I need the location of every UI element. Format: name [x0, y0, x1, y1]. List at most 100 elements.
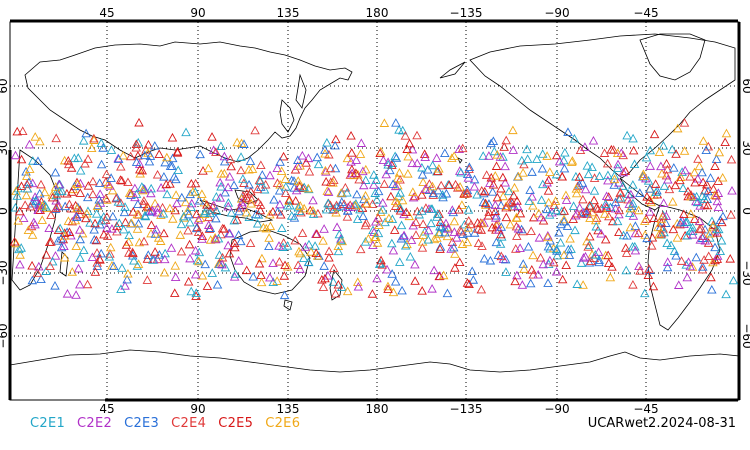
occultation-marker — [32, 268, 43, 277]
occultation-marker — [208, 145, 219, 154]
occultation-marker — [387, 214, 398, 224]
occultation-marker — [512, 270, 522, 280]
occultation-marker — [571, 188, 582, 198]
occultation-marker — [47, 256, 58, 266]
occultation-marker — [614, 194, 624, 203]
occultation-marker — [405, 251, 416, 261]
occultation-marker — [30, 192, 40, 201]
occultation-marker — [510, 276, 520, 286]
occultation-marker — [303, 153, 314, 163]
occultation-marker — [498, 191, 508, 201]
occultation-marker — [455, 182, 465, 191]
occultation-marker — [625, 222, 636, 232]
occultation-marker — [268, 258, 278, 267]
occultation-marker — [41, 201, 51, 211]
occultation-marker — [105, 242, 116, 252]
occultation-marker — [148, 255, 158, 264]
occultation-marker — [328, 263, 339, 273]
occultation-marker — [390, 196, 401, 206]
occultation-marker — [417, 243, 428, 252]
bottom-tick-label: −90 — [544, 402, 569, 416]
occultation-marker — [41, 250, 52, 259]
occultation-marker — [254, 258, 265, 268]
occultation-marker — [357, 203, 368, 212]
occultation-marker — [621, 248, 632, 257]
occultation-marker — [239, 139, 249, 148]
occultation-marker — [566, 244, 576, 253]
occultation-marker — [280, 260, 290, 270]
occultation-marker — [333, 241, 344, 251]
occultation-marker — [687, 262, 698, 271]
occultation-marker — [206, 205, 216, 215]
occultation-marker — [195, 149, 205, 159]
occultation-marker — [241, 207, 252, 217]
occultation-marker — [375, 258, 386, 268]
occultation-marker — [79, 245, 89, 255]
occultation-marker — [150, 229, 161, 238]
occultation-marker — [27, 260, 37, 270]
occultation-marker — [293, 176, 303, 185]
occultation-marker — [603, 170, 613, 180]
occultation-marker — [555, 237, 566, 247]
occultation-marker — [165, 161, 176, 170]
occultation-marker — [332, 222, 342, 232]
occultation-marker — [250, 125, 260, 135]
occultation-marker — [107, 260, 117, 270]
occultation-marker — [376, 255, 386, 265]
occultation-marker — [584, 257, 595, 267]
occultation-marker — [410, 191, 420, 201]
occultation-marker — [654, 147, 665, 156]
occultation-marker — [712, 196, 723, 206]
occultation-marker — [662, 238, 672, 248]
occultation-marker — [371, 175, 381, 185]
occultation-marker — [443, 222, 453, 232]
occultation-marker — [318, 236, 328, 245]
occultation-marker — [159, 254, 170, 264]
occultation-marker — [139, 196, 149, 205]
occultation-marker — [194, 247, 205, 257]
occultation-marker — [672, 233, 683, 242]
occultation-marker — [186, 178, 197, 188]
occultation-marker — [15, 259, 25, 269]
occultation-marker — [343, 202, 353, 211]
occultation-marker — [113, 154, 124, 163]
occultation-marker — [116, 161, 126, 171]
occultation-marker — [444, 180, 455, 189]
occultation-marker — [120, 202, 130, 211]
occultation-marker — [725, 254, 735, 263]
occultation-marker — [697, 264, 708, 274]
occultation-marker — [388, 179, 398, 188]
occultation-marker — [686, 189, 696, 199]
occultation-marker — [399, 209, 409, 219]
occultation-marker — [621, 265, 631, 275]
occultation-marker — [612, 216, 623, 226]
occultation-marker — [89, 224, 99, 234]
occultation-marker — [299, 203, 309, 213]
occultation-marker — [447, 153, 457, 163]
occultation-marker — [559, 216, 569, 226]
occultation-marker — [630, 241, 640, 251]
occultation-marker — [151, 224, 161, 234]
occultation-marker — [685, 171, 695, 181]
occultation-marker — [190, 269, 201, 279]
occultation-marker — [176, 219, 187, 229]
occultation-marker — [275, 179, 285, 189]
occultation-marker — [248, 271, 258, 281]
occultation-marker — [417, 169, 428, 179]
occultation-marker — [462, 228, 473, 237]
occultation-marker — [112, 226, 122, 236]
occultation-marker — [254, 175, 265, 185]
left-lat-label: 0 — [0, 207, 10, 215]
occultation-marker — [311, 248, 321, 258]
occultation-marker — [210, 234, 221, 244]
occultation-marker — [644, 184, 655, 193]
occultation-marker — [601, 191, 612, 201]
occultation-marker — [646, 240, 657, 250]
occultation-marker — [509, 182, 520, 192]
occultation-marker — [370, 188, 380, 197]
occultation-marker — [13, 215, 23, 225]
occultation-marker — [382, 264, 392, 274]
occultation-marker — [81, 213, 91, 223]
occultation-marker — [557, 171, 567, 181]
occultation-marker — [726, 210, 736, 219]
